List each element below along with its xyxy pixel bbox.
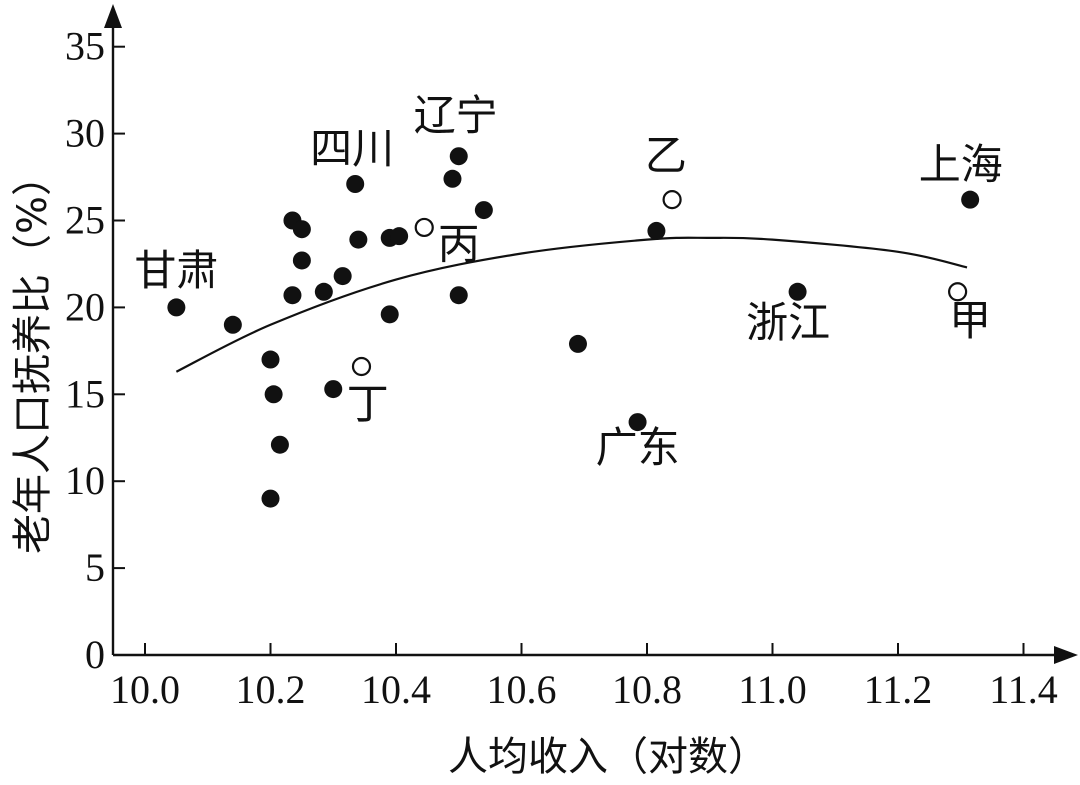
ticks: 10.0 10.2 10.4 10.6 10.8 11.0 11.2 11.4 0 5 10 15 20… (65, 24, 1058, 712)
filled-point (223, 315, 242, 334)
y-tick-label: 15 (65, 371, 105, 416)
x-tick-label: 11.0 (738, 667, 807, 712)
trend-curve (175, 236, 968, 373)
filled-point (324, 380, 343, 399)
hollow-point (414, 217, 434, 238)
filled-point (961, 190, 980, 209)
filled-point (283, 286, 302, 305)
filled-point (314, 282, 333, 301)
x-tick-label: 10.8 (612, 667, 682, 712)
hollow-point (662, 190, 682, 210)
filled-point (167, 298, 186, 317)
y-tick-label: 30 (65, 111, 105, 156)
point-annotation: 乙 (645, 131, 687, 180)
filled-point (449, 286, 468, 305)
filled-point (788, 282, 807, 301)
filled-point (264, 385, 283, 404)
hollow-point (948, 282, 968, 302)
y-tick-label: 0 (85, 632, 105, 677)
point-annotation: 丁 (347, 380, 389, 429)
filled-point (449, 147, 468, 166)
x-tick-label: 10.4 (361, 667, 431, 712)
y-axis-arrow (104, 4, 122, 28)
filled-point (346, 175, 365, 194)
filled-point (474, 201, 493, 220)
x-axis-arrow (1054, 646, 1078, 664)
point-annotation: 丙 (438, 220, 480, 269)
filled-point (568, 334, 587, 353)
filled-point (292, 220, 311, 239)
filled-point (292, 251, 311, 270)
hollow-point (351, 356, 372, 377)
filled-point (270, 435, 289, 454)
filled-point (261, 489, 280, 508)
x-tick-label: 10.0 (110, 667, 180, 712)
data-points (167, 147, 980, 508)
x-tick-label: 11.2 (864, 667, 933, 712)
filled-point (349, 230, 368, 249)
filled-point (647, 221, 666, 240)
filled-point (380, 305, 399, 324)
x-tick-label: 10.2 (236, 667, 306, 712)
y-tick-label: 35 (65, 24, 105, 69)
y-tick-label: 5 (85, 545, 105, 590)
y-tick-label: 25 (65, 198, 105, 243)
point-annotation: 广东 (596, 423, 680, 472)
point-annotation: 辽宁 (414, 91, 498, 140)
y-tick-label: 20 (65, 284, 105, 329)
point-annotation: 甲 (949, 296, 991, 345)
filled-point (443, 169, 462, 188)
x-axis-title: 人均收入（对数） (448, 734, 768, 780)
filled-point (333, 267, 352, 286)
filled-point (390, 227, 409, 246)
point-annotation: 上海 (919, 140, 1003, 189)
y-axis-title: 老年人口抚养比（%） (10, 156, 56, 554)
filled-point (261, 350, 280, 369)
filled-point (628, 413, 647, 432)
point-annotation: 浙江 (746, 298, 830, 347)
point-annotation: 四川 (310, 124, 394, 173)
x-tick-label: 11.4 (989, 667, 1058, 712)
y-tick-label: 10 (65, 458, 105, 503)
x-tick-label: 10.6 (487, 667, 557, 712)
point-annotation: 甘肃 (134, 246, 218, 295)
